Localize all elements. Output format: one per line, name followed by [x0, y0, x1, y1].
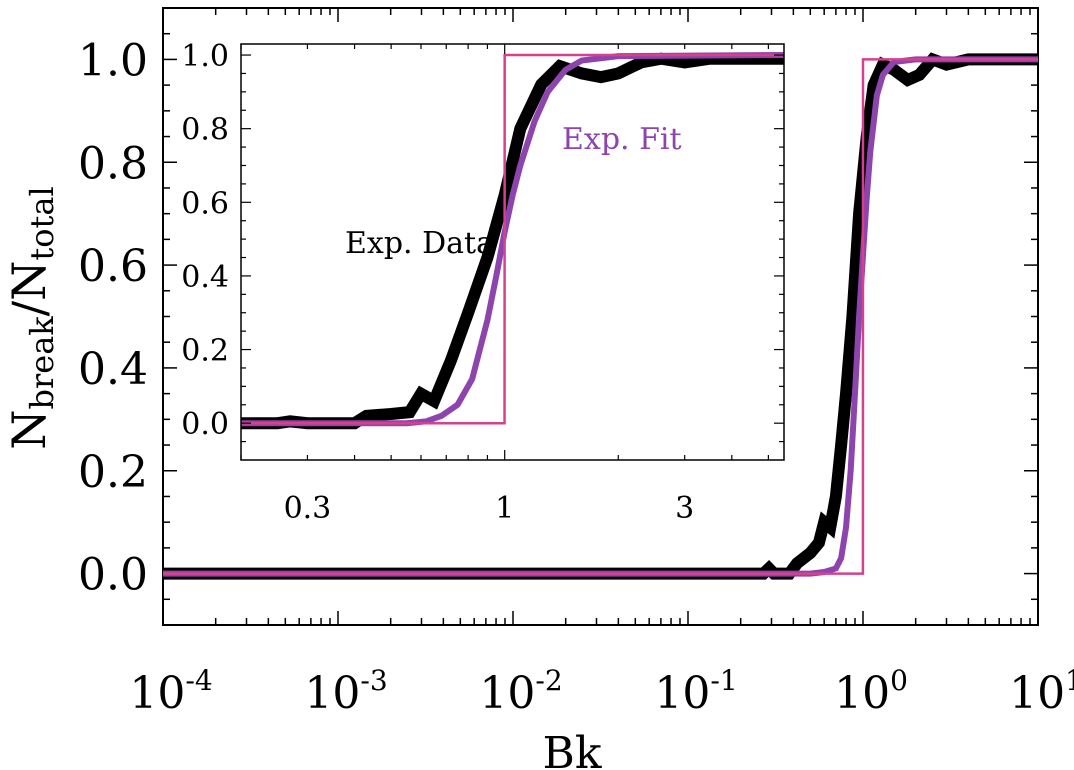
y-axis-label: Nbreak/Ntotal	[2, 186, 61, 449]
y-axis-label-main: N	[2, 409, 56, 449]
y-axis-label-sub1: break	[23, 316, 61, 410]
main-x-tick-labels: 10-410-310-210-1100101	[129, 664, 1074, 719]
inset-series-step-model	[241, 53, 784, 425]
inset-series-clip	[241, 52, 784, 430]
x-axis-label: Bk	[543, 728, 602, 770]
inset-y-tick-label: 0.4	[181, 260, 229, 295]
main-y-tick-label: 1.0	[78, 35, 148, 86]
annotation-exp-fit: Exp. Fit	[562, 122, 682, 157]
main-x-tick-label: 10-4	[129, 664, 212, 719]
inset-x-tick-label: 3	[675, 491, 694, 526]
x-tick-base: 10	[654, 668, 710, 719]
main-y-tick-label: 0.0	[78, 550, 148, 601]
annotation-exp-data: Exp. Data	[345, 226, 494, 261]
inset-plot-frame	[240, 43, 785, 461]
main-series-group	[163, 52, 1038, 580]
inset-y-tick-label: 1.0	[181, 39, 229, 74]
main-axis-ticks	[162, 7, 1039, 625]
x-tick-exponent: -4	[185, 664, 212, 697]
inset-y-tick-label: 0.2	[181, 334, 229, 369]
x-tick-exponent: 0	[890, 664, 908, 697]
main-y-tick-label: 0.4	[78, 344, 148, 395]
inset-y-tick-label: 0.8	[181, 113, 229, 148]
x-tick-base: 10	[129, 668, 185, 719]
inset-background	[241, 44, 784, 460]
inset-x-tick-labels: 0.3 1 3	[284, 491, 695, 526]
x-tick-base: 10	[304, 668, 360, 719]
main-x-tick-label: 10-2	[479, 664, 562, 719]
main-series-step-model	[163, 58, 1038, 575]
inset-x-tick-label: 1	[495, 491, 514, 526]
x-tick-exponent: 1	[1065, 664, 1074, 697]
inset-y-tick-label: 0.6	[181, 186, 229, 221]
y-axis-label-sub2: total	[23, 186, 61, 260]
x-tick-base: 10	[1009, 668, 1065, 719]
main-x-tick-label: 100	[834, 664, 908, 719]
main-x-tick-label: 10-1	[654, 664, 737, 719]
inset-axis-ticks	[240, 44, 784, 460]
main-x-tick-label: 10-3	[304, 664, 387, 719]
main-y-tick-label: 0.2	[78, 447, 148, 498]
x-tick-exponent: -2	[535, 664, 562, 697]
x-tick-base: 10	[834, 668, 890, 719]
y-axis-label-sep: /N	[2, 261, 56, 317]
main-y-tick-labels: 0.0 0.2 0.4 0.6 0.8 1.0	[78, 35, 148, 600]
main-y-tick-label: 0.6	[78, 241, 148, 292]
x-tick-exponent: -1	[710, 664, 737, 697]
inset-y-tick-label: 0.0	[181, 407, 229, 442]
x-tick-base: 10	[479, 668, 535, 719]
x-tick-exponent: -3	[360, 664, 387, 697]
inset-y-tick-labels: 0.0 0.2 0.4 0.6 0.8 1.0	[181, 39, 229, 442]
main-y-tick-label: 0.8	[78, 138, 148, 189]
inset-series-group	[241, 52, 784, 430]
main-x-tick-label: 101	[1009, 664, 1074, 719]
inset-x-tick-label: 0.3	[284, 491, 332, 526]
main-series-exp-fit	[163, 56, 1038, 577]
